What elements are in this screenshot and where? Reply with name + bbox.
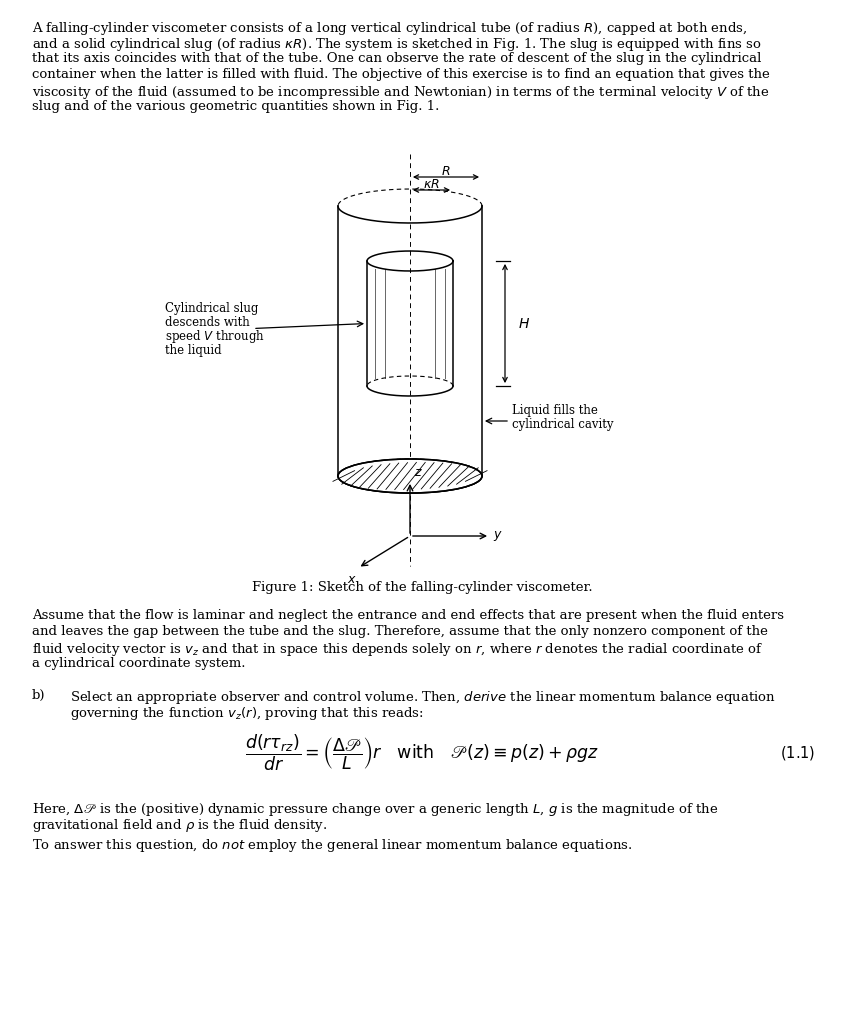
Text: descends with: descends with (165, 316, 250, 329)
Text: Select an appropriate observer and control volume. Then, $\mathit{derive}$ the l: Select an appropriate observer and contr… (70, 689, 776, 706)
Text: fluid velocity vector is $v_z$ and that in space this depends solely on $r$, whe: fluid velocity vector is $v_z$ and that … (32, 641, 763, 658)
Text: container when the latter is filled with fluid. The objective of this exercise i: container when the latter is filled with… (32, 68, 770, 81)
Text: slug and of the various geometric quantities shown in Fig. 1.: slug and of the various geometric quanti… (32, 100, 440, 113)
Text: $\kappa R$: $\kappa R$ (423, 178, 440, 191)
Text: $z$: $z$ (414, 466, 423, 479)
Text: gravitational field and $\rho$ is the fluid density.: gravitational field and $\rho$ is the fl… (32, 817, 327, 834)
Text: $H$: $H$ (518, 317, 530, 330)
Text: governing the function $v_z(r)$, proving that this reads:: governing the function $v_z(r)$, proving… (70, 706, 424, 722)
Text: a cylindrical coordinate system.: a cylindrical coordinate system. (32, 657, 246, 670)
Text: A falling-cylinder viscometer consists of a long vertical cylindrical tube (of r: A falling-cylinder viscometer consists o… (32, 20, 748, 37)
Text: Figure 1: Sketch of the falling-cylinder viscometer.: Figure 1: Sketch of the falling-cylinder… (252, 581, 592, 594)
Text: the liquid: the liquid (165, 344, 222, 357)
Text: cylindrical cavity: cylindrical cavity (512, 418, 614, 431)
Text: Liquid fills the: Liquid fills the (512, 404, 598, 418)
Text: and a solid cylindrical slug (of radius $\kappa R$). The system is sketched in F: and a solid cylindrical slug (of radius … (32, 36, 762, 53)
Text: To answer this question, do $\mathit{not}$ employ the general linear momentum ba: To answer this question, do $\mathit{not… (32, 837, 632, 854)
Text: $x$: $x$ (347, 573, 357, 586)
Text: Cylindrical slug: Cylindrical slug (165, 303, 258, 315)
Text: Here, $\Delta\mathscr{P}$ is the (positive) dynamic pressure change over a gener: Here, $\Delta\mathscr{P}$ is the (positi… (32, 801, 718, 818)
Text: $R$: $R$ (441, 165, 451, 178)
Text: viscosity of the fluid (assumed to be incompressible and Newtonian) in terms of : viscosity of the fluid (assumed to be in… (32, 84, 770, 100)
Text: Assume that the flow is laminar and neglect the entrance and end effects that ar: Assume that the flow is laminar and negl… (32, 609, 784, 622)
Text: and leaves the gap between the tube and the slug. Therefore, assume that the onl: and leaves the gap between the tube and … (32, 625, 768, 638)
Text: speed $V$ through: speed $V$ through (165, 328, 265, 345)
Text: $\dfrac{d(r\tau_{rz})}{dr} = \left(\dfrac{\Delta\mathscr{P}}{L}\right)r$$\quad\t: $\dfrac{d(r\tau_{rz})}{dr} = \left(\dfra… (245, 732, 599, 773)
Text: that its axis coincides with that of the tube. One can observe the rate of desce: that its axis coincides with that of the… (32, 52, 761, 65)
Ellipse shape (338, 459, 482, 493)
Text: $(1.1)$: $(1.1)$ (780, 744, 815, 762)
Text: b): b) (32, 689, 46, 702)
Text: $y$: $y$ (493, 529, 503, 543)
